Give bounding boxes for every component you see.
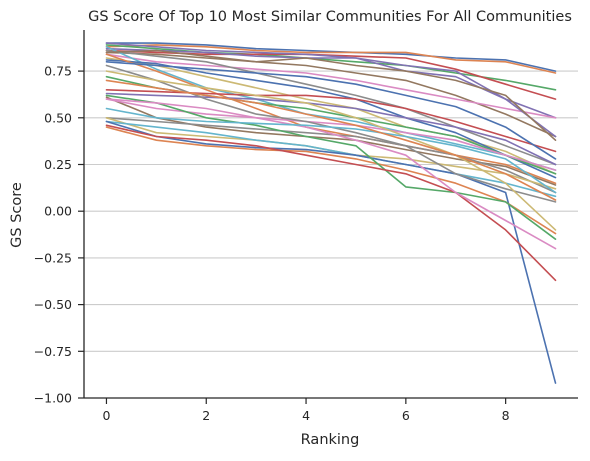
x-tick-label-2: 4 [302,408,310,423]
series-line-31 [107,80,556,200]
x-ticks: 0 2 4 6 8 [102,398,509,423]
y-tick-label-5: 0.25 [44,157,72,172]
chart-title: GS Score Of Top 10 Most Similar Communit… [88,9,572,25]
y-tick-label-1: −0.75 [34,344,72,359]
y-tick-label-2: −0.50 [34,297,72,312]
series-lines [107,43,556,383]
series-line-19 [107,122,556,197]
y-axis-label: GS Score [9,182,25,248]
y-tick-label-0: −1.00 [34,391,72,406]
y-tick-label-3: −0.25 [34,250,72,265]
y-tick-label-6: 0.50 [44,110,72,125]
y-ticks: −1.00 −0.75 −0.50 −0.25 0.00 0.25 0.50 0.75 [34,64,84,406]
y-tick-label-7: 0.75 [44,64,72,79]
x-axis-label: Ranking [301,432,360,448]
x-tick-label-4: 8 [502,408,510,423]
x-tick-label-1: 2 [202,408,210,423]
axes [84,30,578,398]
x-tick-label-0: 0 [102,408,110,423]
x-tick-label-3: 6 [402,408,410,423]
y-tick-label-4: 0.00 [44,204,72,219]
